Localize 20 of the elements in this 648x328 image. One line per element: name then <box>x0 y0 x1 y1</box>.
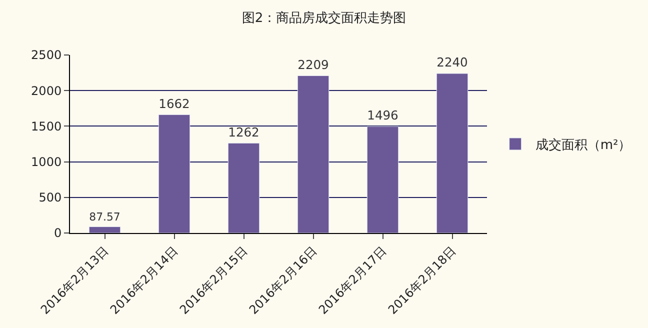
bar <box>436 73 468 233</box>
bar <box>228 142 260 233</box>
y-tick-label: 2500 <box>31 48 62 62</box>
data-label: 1662 <box>158 96 190 111</box>
y-tick-label: 1000 <box>31 155 62 169</box>
y-tick-label: 2000 <box>31 84 62 98</box>
y-tick-label: 500 <box>38 190 62 205</box>
y-tick-label: 1500 <box>31 119 62 134</box>
data-label: 1262 <box>228 125 260 140</box>
y-tick-label: 0 <box>54 226 62 240</box>
data-label: 1496 <box>367 108 399 123</box>
data-label: 2209 <box>298 58 329 72</box>
bar <box>158 114 190 233</box>
data-label: 87.57 <box>89 210 120 224</box>
bar <box>297 75 330 233</box>
bar <box>88 226 121 233</box>
chart-title: 图2：商品房成交面积走势图 <box>242 10 406 26</box>
legend-label: 成交面积（m²） <box>535 137 632 154</box>
bar <box>366 126 399 233</box>
data-label: 2240 <box>436 56 468 70</box>
